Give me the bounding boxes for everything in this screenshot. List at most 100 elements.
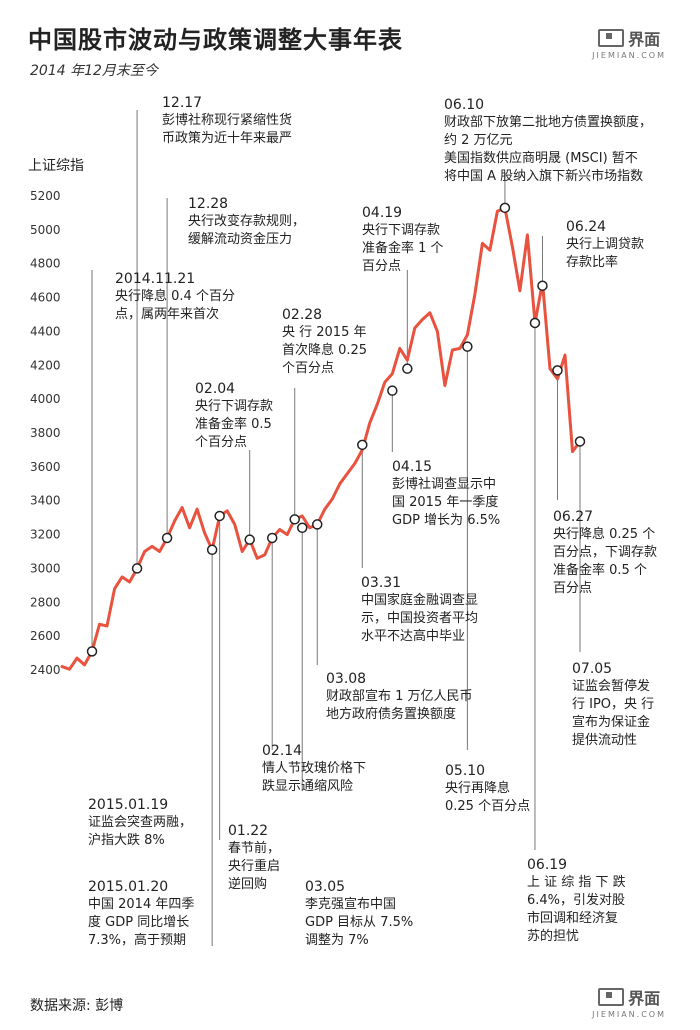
annotation-text: 春节前， 央行重启 逆回购 xyxy=(228,841,281,892)
jiemian-logo-footer: 界面 JIEMIAN.COM xyxy=(592,985,666,1019)
annotation-date: 06.10 xyxy=(444,97,485,113)
annotation-text: 财政部下放第二批地方债置换额度， 约 2 万亿元 美国指数供应商明晟 (MSCI… xyxy=(444,115,653,184)
y-tick-label: 2800 xyxy=(30,595,61,609)
event-marker xyxy=(206,544,218,556)
annotation-date: 12.28 xyxy=(188,196,229,212)
annotation-20141121: 2014.11.21 央行降息 0.4 个百分 点，属两年来首次 xyxy=(115,270,235,324)
annotation-date: 03.05 xyxy=(305,879,346,895)
annotation-leader-lines xyxy=(91,110,581,946)
y-tick-label: 5000 xyxy=(30,223,61,237)
y-tick-label: 3200 xyxy=(30,528,61,542)
page-subtitle: 2014 年12月末至今 xyxy=(30,63,158,79)
annotation-0122: 01.22 春节前， 央行重启 逆回购 xyxy=(228,822,280,894)
annotation-text: 证监会暂停发 行 IPO，央 行 宣布为保证金 提供流动性 xyxy=(572,679,655,748)
annotation-1228: 12.28 央行改变存款规则， 缓解流动资金压力 xyxy=(188,195,305,249)
event-marker xyxy=(311,519,323,530)
y-tick-label: 4600 xyxy=(30,291,61,305)
event-marker xyxy=(296,522,308,534)
annotation-20150119: 2015.01.19 证监会突查两融， 沪指大跌 8% xyxy=(88,796,192,850)
annotation-0308: 03.08 财政部宣布 1 万亿人民币 地方政府债务置换额度 xyxy=(326,670,473,724)
y-tick-label: 5200 xyxy=(30,189,61,203)
annotation-text: 情人节玫瑰价格下 跌显示通缩风险 xyxy=(262,761,367,794)
y-tick-label: 3400 xyxy=(30,494,61,508)
event-marker xyxy=(214,510,225,522)
annotation-date: 06.27 xyxy=(553,509,594,525)
logo-domain: JIEMIAN.COM xyxy=(592,1010,666,1019)
annotation-date: 02.28 xyxy=(282,307,323,323)
annotation-0619: 06.19 上 证 综 指 下 跌 6.4%，引发对股 市回调和经济复 苏的担忧 xyxy=(527,856,626,946)
annotation-text: 财政部宣布 1 万亿人民币 地方政府债务置换额度 xyxy=(326,689,473,722)
event-marker xyxy=(529,317,541,329)
event-marker xyxy=(357,439,368,451)
event-marker xyxy=(161,532,173,544)
annotation-text: 央行再降息 0.25 个百分点 xyxy=(445,781,531,814)
logo-domain: JIEMIAN.COM xyxy=(592,51,666,60)
annotation-0610: 06.10 财政部下放第二批地方债置换额度， 约 2 万亿元 美国指数供应商明晟 … xyxy=(444,96,652,186)
annotation-date: 02.14 xyxy=(262,743,303,759)
event-marker xyxy=(574,436,586,447)
y-tick-label: 2400 xyxy=(30,663,61,677)
y-axis-label: 上证综指 xyxy=(28,158,84,174)
annotation-0510: 05.10 央行再降息 0.25 个百分点 xyxy=(445,762,530,816)
event-marker xyxy=(244,534,255,545)
annotation-date: 2015.01.19 xyxy=(88,797,169,813)
event-marker xyxy=(289,514,300,525)
annotation-0415: 04.15 彭博社调查显示中 国 2015 年一季度 GDP 增长为 6.5% xyxy=(392,458,500,530)
y-tick-label: 4000 xyxy=(30,392,61,406)
logo-text: 界面 xyxy=(628,989,661,1008)
event-marker xyxy=(266,532,278,544)
y-tick-label: 2600 xyxy=(30,629,61,643)
event-markers xyxy=(86,202,586,657)
annotation-0419: 04.19 央行下调存款 准备金率 1 个 百分点 xyxy=(362,204,444,276)
y-tick-label: 3800 xyxy=(30,426,61,440)
annotation-date: 12.17 xyxy=(162,95,203,111)
annotation-text: 央行下调存款 准备金率 0.5 个百分点 xyxy=(195,399,274,450)
jiemian-logo: 界面 JIEMIAN.COM xyxy=(592,26,666,60)
annotation-date: 04.15 xyxy=(392,459,433,475)
annotation-0705: 07.05 证监会暂停发 行 IPO，央 行 宣布为保证金 提供流动性 xyxy=(572,660,654,750)
data-source: 数据来源: 彭博 xyxy=(30,998,124,1014)
annotation-0204: 02.04 央行下调存款 准备金率 0.5 个百分点 xyxy=(195,380,273,452)
y-tick-label: 3600 xyxy=(30,460,61,474)
annotation-text: 上 证 综 指 下 跌 6.4%，引发对股 市回调和经济复 苏的担忧 xyxy=(527,875,626,944)
annotation-1217: 12.17 彭博社称现行紧缩性货 币政策为近十年来最严 xyxy=(162,94,292,148)
y-tick-label: 3000 xyxy=(30,561,61,575)
annotation-date: 04.19 xyxy=(362,205,403,221)
annotation-date: 06.19 xyxy=(527,857,568,873)
event-marker xyxy=(537,280,548,291)
annotation-text: 证监会突查两融， 沪指大跌 8% xyxy=(88,815,193,848)
annotation-text: 彭博社称现行紧缩性货 币政策为近十年来最严 xyxy=(162,113,293,146)
annotation-text: 央 行 2015 年 首次降息 0.25 个百分点 xyxy=(282,325,368,376)
annotation-text: 中国 2014 年四季 度 GDP 同比增长 7.3%，高于预期 xyxy=(88,897,195,948)
annotation-date: 03.08 xyxy=(326,671,367,687)
logo-text: 界面 xyxy=(628,30,661,49)
annotation-date: 03.31 xyxy=(361,575,402,591)
annotation-text: 央行改变存款规则， 缓解流动资金压力 xyxy=(188,214,306,247)
logo-icon xyxy=(598,988,625,1006)
annotation-date: 02.04 xyxy=(195,381,236,397)
y-tick-label: 4800 xyxy=(30,257,61,271)
annotation-text: 央行降息 0.25 个 百分点，下调存款 准备金率 0.5 个 百分点 xyxy=(553,527,658,596)
event-marker xyxy=(499,202,511,214)
annotation-0627: 06.27 央行降息 0.25 个 百分点，下调存款 准备金率 0.5 个 百分点 xyxy=(553,508,657,598)
annotation-date: 07.05 xyxy=(572,661,613,677)
event-marker xyxy=(387,385,398,396)
annotation-text: 李克强宣布中国 GDP 目标从 7.5% 调整为 7% xyxy=(305,897,414,948)
annotation-date: 2014.11.21 xyxy=(115,271,196,287)
annotation-text: 中国家庭金融调查显 示，中国投资者平均 水平不达高中毕业 xyxy=(361,593,479,644)
y-tick-label: 4200 xyxy=(30,358,61,372)
annotation-text: 彭博社调查显示中 国 2015 年一季度 GDP 增长为 6.5% xyxy=(392,477,501,528)
annotation-0305: 03.05 李克强宣布中国 GDP 目标从 7.5% 调整为 7% xyxy=(305,878,413,950)
y-tick-label: 4400 xyxy=(30,324,61,338)
event-marker xyxy=(462,341,473,352)
annotation-date: 01.22 xyxy=(228,823,269,839)
annotation-date: 2015.01.20 xyxy=(88,879,169,895)
event-marker xyxy=(402,363,413,374)
event-marker xyxy=(552,365,563,376)
annotation-text: 央行下调存款 准备金率 1 个 百分点 xyxy=(362,223,444,274)
logo-icon xyxy=(598,29,625,47)
event-marker xyxy=(131,563,143,574)
annotation-text: 央行降息 0.4 个百分 点，属两年来首次 xyxy=(115,289,235,322)
annotation-text: 央行上调贷款 存款比率 xyxy=(566,237,645,270)
